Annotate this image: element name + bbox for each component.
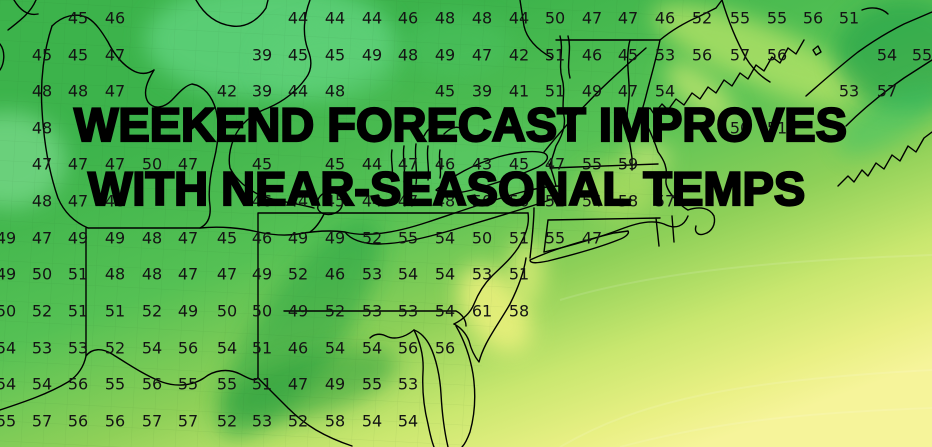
- headline-line1: WEEKEND FORECAST IMPROVES: [73, 98, 848, 151]
- headline-line2: WITH NEAR-SEASONAL TEMPS: [87, 162, 806, 215]
- county-lines-layer: [0, 0, 756, 447]
